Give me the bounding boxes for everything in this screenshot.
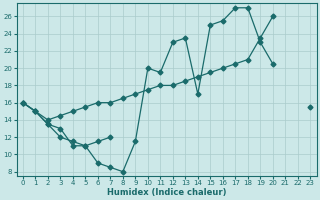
X-axis label: Humidex (Indice chaleur): Humidex (Indice chaleur) (107, 188, 226, 197)
